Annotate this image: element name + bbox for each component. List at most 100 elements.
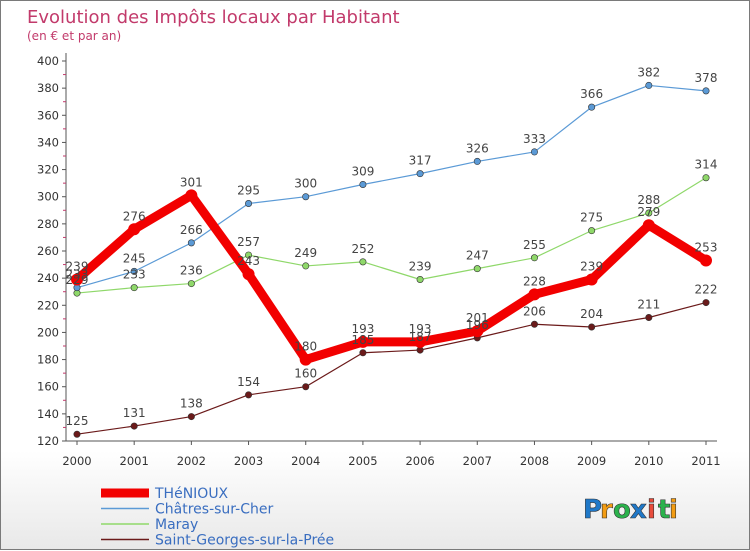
data-label-maray: 255 [523, 238, 546, 252]
data-label-saint-georges-sur-la-pr-e: 125 [66, 414, 89, 428]
data-point-ch-tres-sur-cher [245, 200, 253, 208]
data-label-saint-georges-sur-la-pr-e: 131 [123, 406, 146, 420]
data-point-ch-tres-sur-cher [473, 157, 481, 165]
series-line-saint-georges-sur-la-pr-e [76, 301, 707, 435]
data-point-saint-georges-sur-la-pr-e [702, 299, 710, 307]
x-tick-label: 2001 [120, 454, 149, 468]
data-label-saint-georges-sur-la-pr-e: 185 [351, 333, 374, 347]
series-line-ch-tres-sur-cher [76, 84, 707, 289]
data-label-maray: 229 [66, 273, 89, 287]
data-point-maray [187, 280, 195, 288]
data-point-maray [245, 251, 253, 259]
data-point-th-nioux [71, 273, 83, 286]
proxiti-logo: Pr o x i ti [583, 495, 679, 526]
logo-letter: i [647, 495, 656, 525]
data-point-th-nioux [356, 335, 369, 348]
axes: 120 140 160 180 200 220 240 260 280 300 320 340 360 3… [37, 53, 721, 468]
data-point-saint-georges-sur-la-pr-e [359, 349, 367, 357]
data-label-th-nioux: 228 [523, 274, 546, 288]
y-tick-label: 360 [37, 108, 59, 122]
data-point-ch-tres-sur-cher [302, 193, 310, 201]
data-label-th-nioux: 180 [294, 340, 317, 354]
data-point-saint-georges-sur-la-pr-e [645, 313, 653, 321]
legend: THéNIOUXChâtres-sur-CherMaraySaint-Georg… [101, 486, 334, 549]
data-point-maray [645, 209, 653, 217]
data-label-ch-tres-sur-cher: 333 [523, 132, 546, 146]
data-label-maray: 252 [351, 242, 374, 256]
x-tick-label: 2009 [577, 454, 606, 468]
y-tick-label: 320 [37, 163, 59, 177]
data-point-ch-tres-sur-cher [702, 87, 710, 95]
data-label-ch-tres-sur-cher: 366 [580, 87, 603, 101]
x-tick-label: 2004 [291, 454, 320, 468]
data-label-th-nioux: 279 [637, 205, 660, 219]
data-point-ch-tres-sur-cher [187, 239, 195, 247]
data-point-maray [702, 174, 710, 182]
data-point-th-nioux [414, 335, 427, 348]
data-label-saint-georges-sur-la-pr-e: 187 [409, 330, 432, 344]
data-point-saint-georges-sur-la-pr-e [187, 413, 195, 421]
data-point-ch-tres-sur-cher [530, 148, 538, 156]
logo-letter: i [669, 495, 678, 525]
data-label-th-nioux: 253 [695, 241, 718, 255]
y-tick-label: 400 [37, 54, 59, 68]
data-point-saint-georges-sur-la-pr-e [302, 383, 310, 391]
data-point-th-nioux [185, 189, 198, 202]
logo-letter: P [583, 495, 602, 525]
x-tick-label: 2007 [463, 454, 492, 468]
data-point-ch-tres-sur-cher [130, 267, 138, 275]
logo-letter: t [658, 495, 670, 525]
data-label-th-nioux: 243 [237, 254, 260, 268]
data-label-ch-tres-sur-cher: 300 [294, 177, 317, 191]
data-point-th-nioux [242, 268, 255, 281]
data-point-maray [416, 275, 424, 283]
legend-label: Châtres-sur-Cher [155, 502, 273, 518]
data-label-maray: 233 [123, 268, 146, 282]
data-label-maray: 236 [180, 264, 203, 278]
data-label-maray: 275 [580, 211, 603, 225]
data-label-saint-georges-sur-la-pr-e: 160 [294, 367, 317, 381]
x-tick-label: 2011 [691, 454, 720, 468]
data-point-maray [473, 265, 481, 273]
data-label-maray: 257 [237, 235, 260, 249]
data-label-th-nioux: 239 [580, 260, 603, 274]
data-label-saint-georges-sur-la-pr-e: 154 [237, 375, 260, 389]
data-label-ch-tres-sur-cher: 317 [409, 154, 432, 168]
data-point-th-nioux [299, 353, 312, 366]
y-tick-label: 240 [37, 271, 59, 285]
y-tick-label: 260 [37, 244, 59, 258]
y-tick-label: 160 [37, 380, 59, 394]
chart-subtitle: (en € et par an) [27, 29, 121, 43]
data-point-th-nioux [471, 325, 484, 338]
data-point-th-nioux [642, 219, 655, 232]
data-label-maray: 247 [466, 249, 489, 263]
data-label-maray: 249 [294, 246, 317, 260]
data-label-th-nioux: 201 [466, 311, 489, 325]
data-point-th-nioux [585, 273, 598, 286]
data-label-saint-georges-sur-la-pr-e: 222 [695, 283, 718, 297]
data-point-saint-georges-sur-la-pr-e [530, 320, 538, 328]
data-label-ch-tres-sur-cher: 326 [466, 141, 489, 155]
data-label-ch-tres-sur-cher: 245 [123, 251, 146, 265]
x-tick-label: 2002 [177, 454, 206, 468]
y-tick-label: 120 [37, 434, 59, 448]
legend-label: Saint-Georges-sur-la-Prée [155, 533, 334, 549]
logo-letter: r [600, 495, 613, 525]
data-label-ch-tres-sur-cher: 295 [237, 184, 260, 198]
y-tick-label: 340 [37, 135, 59, 149]
data-label-ch-tres-sur-cher: 233 [66, 268, 89, 282]
data-point-ch-tres-sur-cher [359, 181, 367, 189]
y-tick-label: 180 [37, 353, 59, 367]
data-point-th-nioux [128, 223, 141, 236]
series-layer [71, 81, 712, 438]
data-label-saint-georges-sur-la-pr-e: 138 [180, 397, 203, 411]
data-point-saint-georges-sur-la-pr-e [73, 430, 81, 438]
data-label-ch-tres-sur-cher: 378 [695, 71, 718, 85]
x-tick-label: 2000 [62, 454, 91, 468]
x-tick-label: 2006 [405, 454, 434, 468]
data-point-saint-georges-sur-la-pr-e [130, 422, 138, 430]
data-label-maray: 288 [637, 193, 660, 207]
